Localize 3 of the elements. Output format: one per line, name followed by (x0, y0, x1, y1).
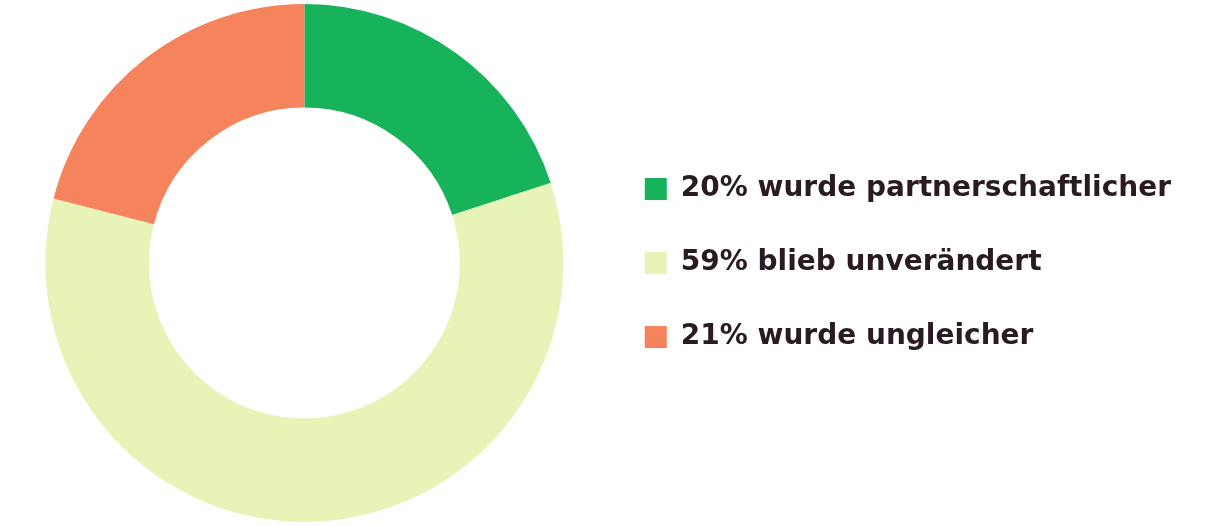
legend-label: 21% wurde ungleicher (680, 318, 1034, 352)
legend-label: 20% wurde partnerschaftlicher (680, 170, 1172, 204)
legend-label: 59% blieb unverändert (680, 244, 1042, 278)
